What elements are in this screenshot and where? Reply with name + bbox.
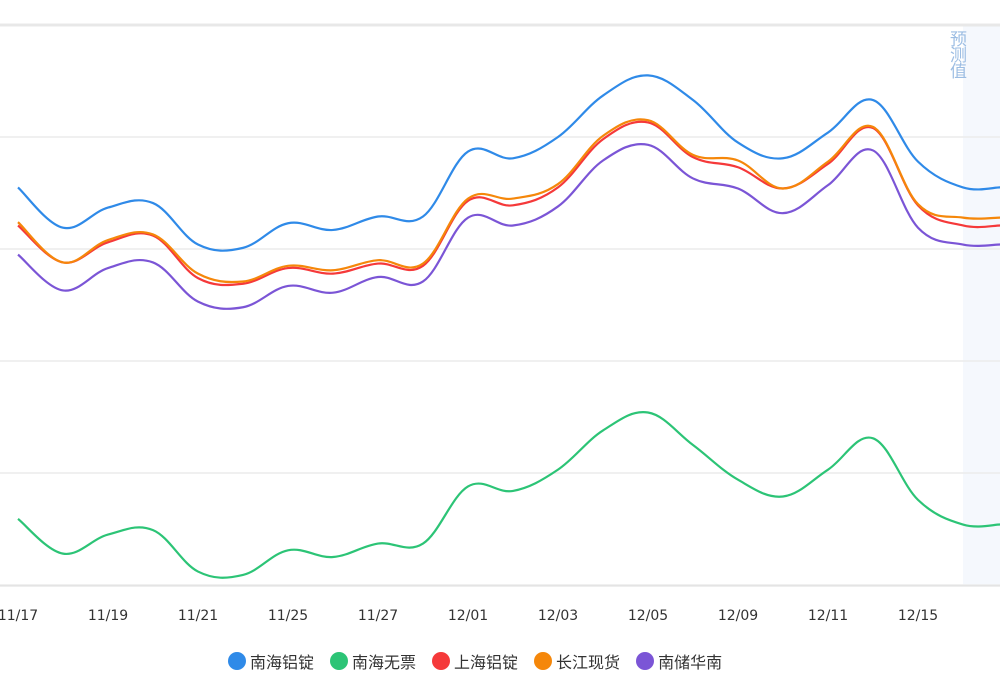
legend-label: 南海无票 — [352, 653, 417, 672]
series-line-3 — [17, 118, 1000, 284]
legend-item[interactable]: 南海铝锭 — [228, 649, 314, 673]
x-tick-label: 12/03 — [538, 608, 578, 624]
legend-label: 上海铝锭 — [454, 653, 519, 672]
legend-item[interactable]: 南海无票 — [330, 649, 416, 673]
legend-label: 南储华南 — [658, 653, 723, 672]
legend-item[interactable]: 长江现货 — [534, 649, 620, 673]
legend-label: 南海铝锭 — [250, 653, 315, 672]
x-tick-label: 11/19 — [88, 608, 128, 624]
x-tick-label: 11/21 — [178, 608, 218, 624]
x-tick-label: 12/11 — [808, 608, 848, 624]
forecast-band — [963, 25, 1000, 585]
legend-marker-icon — [228, 652, 246, 670]
legend-marker-icon — [636, 652, 655, 670]
legend: 南海铝锭 南海无票 上海铝锭 长江现货 南储华南 — [228, 649, 738, 673]
x-tick-label: 12/15 — [898, 608, 938, 624]
legend-marker-icon — [534, 652, 553, 670]
x-tick-label: 12/01 — [448, 608, 488, 624]
series-line-1 — [17, 411, 1000, 579]
x-tick-label: 12/09 — [718, 608, 758, 624]
x-tick-label: 11/25 — [268, 608, 308, 624]
series-line-0 — [17, 74, 1000, 252]
legend-item[interactable]: 南储华南 — [636, 649, 722, 673]
legend-item[interactable]: 上海铝锭 — [432, 649, 518, 673]
legend-marker-icon — [432, 652, 451, 670]
x-tick-label: 11/17 — [0, 608, 38, 624]
forecast-label: 预测值 — [946, 30, 966, 78]
series-line-4 — [17, 143, 1000, 310]
legend-label: 长江现货 — [556, 653, 621, 672]
x-tick-label: 12/05 — [628, 608, 668, 624]
series-line-2 — [17, 120, 1000, 287]
x-tick-label: 11/27 — [358, 608, 398, 624]
legend-marker-icon — [330, 652, 349, 670]
